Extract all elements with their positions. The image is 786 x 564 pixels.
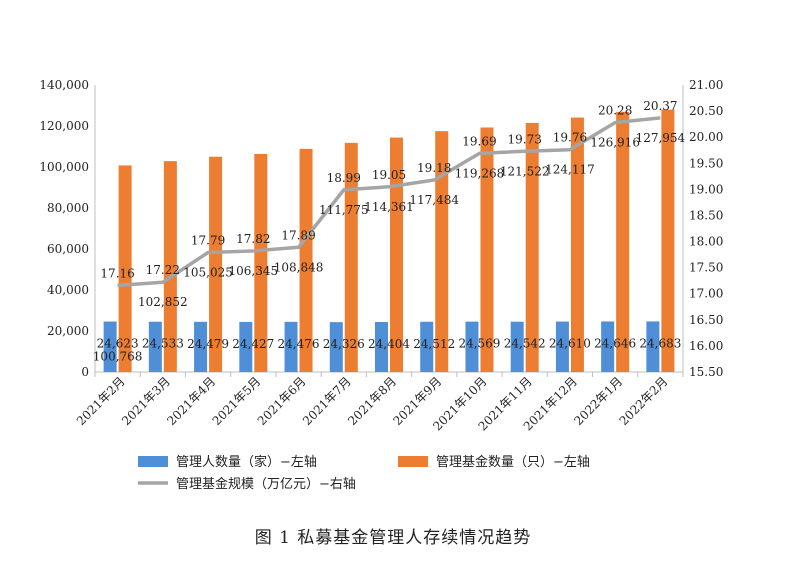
manager-count-bar — [465, 321, 479, 372]
manager-count-data-label: 24,326 — [323, 337, 365, 351]
fund-count-data-label: 114,361 — [364, 200, 414, 214]
fund-count-bar — [299, 148, 313, 372]
fund-count-bar — [616, 111, 630, 372]
manager-count-bar — [148, 321, 162, 372]
manager-count-data-label: 24,427 — [232, 337, 274, 351]
right-axis-tick-label: 20.00 — [689, 130, 723, 144]
right-axis-tick-label: 20.50 — [689, 104, 723, 118]
right-axis-tick-label: 16.00 — [689, 339, 723, 353]
left-axis-tick-label: 60,000 — [47, 242, 89, 256]
x-axis-category-label: 2022年2月 — [617, 374, 671, 428]
manager-count-data-label: 24,683 — [639, 336, 681, 350]
legend-swatch-fund-count — [398, 456, 428, 467]
right-axis-tick-label: 21.00 — [689, 78, 723, 92]
manager-count-data-label: 24,646 — [594, 336, 636, 350]
right-axis-tick-label: 17.00 — [689, 287, 723, 301]
manager-count-data-label: 24,512 — [413, 337, 455, 351]
fund-count-bar — [525, 122, 539, 372]
left-axis-tick-label: 100,000 — [39, 160, 89, 174]
fund-count-data-label: 100,768 — [93, 349, 143, 363]
manager-count-data-label: 24,533 — [142, 337, 184, 351]
manager-count-bar — [239, 321, 253, 372]
manager-count-data-label: 24,479 — [187, 337, 229, 351]
fund-scale-data-label: 20.37 — [643, 99, 677, 113]
fund-scale-data-label: 19.73 — [508, 132, 542, 146]
fund-scale-data-label: 17.82 — [236, 232, 270, 246]
fund-count-data-label: 124,117 — [545, 163, 595, 177]
chart: 0 20,000 40,000 60,000 80,000 100,000 120,000 1… — [39, 78, 723, 492]
manager-count-bar — [284, 321, 298, 372]
manager-count-bar — [601, 321, 615, 372]
fund-count-bar — [390, 137, 403, 372]
fund-count-bar — [480, 127, 494, 372]
right-axis-tick-label: 19.50 — [689, 156, 723, 170]
manager-count-bar — [194, 321, 208, 372]
right-axis-tick-label: 16.50 — [689, 313, 723, 327]
fund-count-bar — [163, 161, 177, 372]
manager-count-data-label: 24,542 — [504, 337, 546, 351]
left-axis-tick-label: 0 — [81, 365, 89, 379]
right-axis-tick-label: 17.50 — [689, 261, 723, 275]
fund-count-bar — [435, 131, 449, 372]
legend-label-fund-count: 管理基金数量（只）−左轴 — [436, 454, 590, 470]
manager-count-data-label: 24,610 — [549, 337, 591, 351]
fund-count-bar — [209, 156, 223, 372]
manager-count-data-label: 24,569 — [458, 337, 500, 351]
fund-count-data-label: 111,775 — [319, 203, 369, 217]
fund-count-data-label: 119,268 — [455, 166, 505, 180]
right-axis-tick-label: 15.50 — [689, 365, 723, 379]
right-axis-tick-label: 18.50 — [689, 208, 723, 222]
manager-count-bar — [510, 321, 524, 372]
manager-count-bar — [646, 321, 660, 372]
fund-count-data-label: 105,025 — [183, 266, 233, 280]
legend-label-fund-scale: 管理基金规模（万亿元）−右轴 — [176, 476, 356, 492]
fund-scale-line — [117, 116, 661, 288]
manager-count-bar — [375, 321, 388, 372]
manager-count-bar — [420, 321, 434, 372]
fund-scale-data-label: 19.05 — [372, 168, 406, 182]
fund-scale-data-label: 18.99 — [327, 171, 361, 185]
fund-scale-data-label: 19.18 — [417, 161, 451, 175]
legend-label-manager-count: 管理人数量（家）−左轴 — [176, 454, 317, 470]
fund-count-data-label: 108,848 — [274, 260, 324, 274]
fund-scale-data-label: 19.69 — [462, 134, 496, 148]
manager-count-data-label: 24,476 — [278, 337, 320, 351]
left-axis-tick-label: 120,000 — [39, 119, 89, 133]
left-axis-tick-label: 140,000 — [39, 78, 89, 92]
fund-count-bar — [118, 165, 132, 372]
fund-count-data-label: 102,852 — [138, 295, 188, 309]
fund-scale-data-label: 19.76 — [553, 131, 587, 145]
fund-scale-data-label: 20.28 — [598, 104, 632, 118]
fund-count-data-label: 117,484 — [409, 193, 459, 207]
fund-count-bar — [661, 109, 675, 372]
fund-scale-data-label: 17.89 — [281, 228, 315, 242]
left-axis-tick-label: 80,000 — [47, 201, 89, 215]
fund-count-data-label: 106,345 — [228, 264, 278, 278]
figure-caption: 图 1 私募基金管理人存续情况趋势 — [254, 528, 532, 548]
manager-count-bar — [329, 322, 343, 372]
manager-count-data-label: 24,623 — [97, 337, 139, 351]
fund-count-bar — [344, 142, 358, 372]
manager-count-data-label: 24,404 — [368, 337, 410, 351]
manager-count-bar — [555, 321, 569, 372]
legend-swatch-manager-count — [138, 456, 168, 467]
right-axis-tick-label: 19.00 — [689, 182, 723, 196]
fund-count-bar — [254, 153, 268, 372]
left-axis-tick-label: 40,000 — [47, 283, 89, 297]
fund-count-data-label: 121,522 — [500, 164, 550, 178]
right-axis-tick-label: 18.00 — [689, 235, 723, 249]
fund-count-data-label: 126,916 — [590, 136, 640, 150]
fund-scale-data-label: 17.16 — [100, 266, 134, 280]
manager-count-bar — [103, 321, 117, 372]
left-axis-tick-label: 20,000 — [47, 324, 89, 338]
fund-count-data-label: 127,954 — [636, 131, 686, 145]
fund-scale-data-label: 17.79 — [191, 234, 225, 248]
fund-scale-data-label: 17.22 — [146, 263, 180, 277]
fund-count-bar — [570, 117, 584, 372]
